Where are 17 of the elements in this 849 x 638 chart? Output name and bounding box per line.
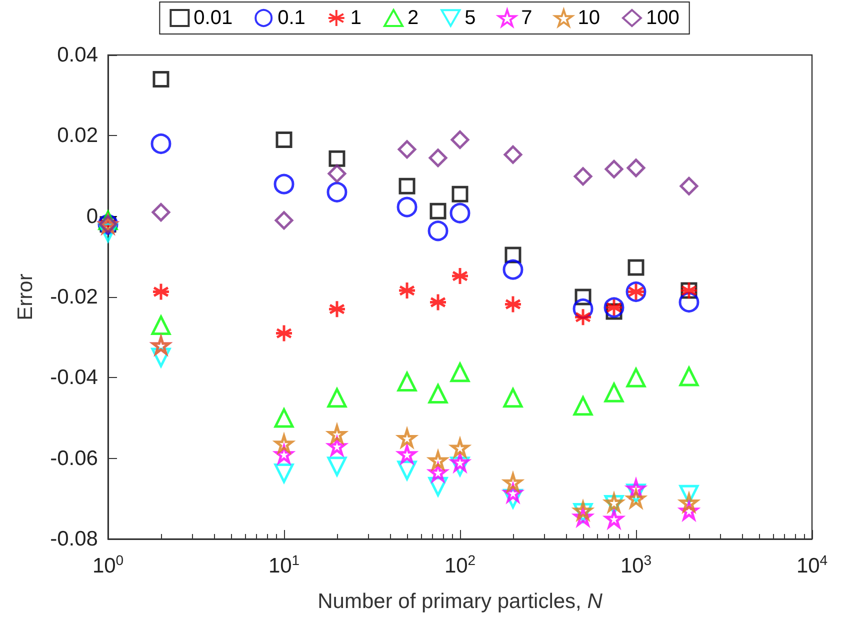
legend-label: 1 <box>350 7 362 29</box>
legend-label: 0.1 <box>278 7 306 29</box>
legend-label: 10 <box>578 7 600 29</box>
legend-label: 0.01 <box>194 7 233 29</box>
y-tick-label: -0.08 <box>50 528 98 550</box>
legend-label: 100 <box>646 7 680 29</box>
y-tick-label: -0.06 <box>50 446 98 470</box>
y-axis-title: Error <box>14 274 37 320</box>
y-tick-label: 0.04 <box>57 44 98 66</box>
y-tick-label: -0.02 <box>50 286 98 308</box>
y-tick-label: 0 <box>86 204 98 228</box>
legend-label: 5 <box>464 7 476 29</box>
y-tick-label: -0.04 <box>50 366 98 390</box>
legend-label: 2 <box>408 7 419 29</box>
legend-label: 7 <box>521 7 532 29</box>
x-axis-title: Number of primary particles, N <box>318 590 604 613</box>
y-tick-label: 0.02 <box>57 124 98 148</box>
